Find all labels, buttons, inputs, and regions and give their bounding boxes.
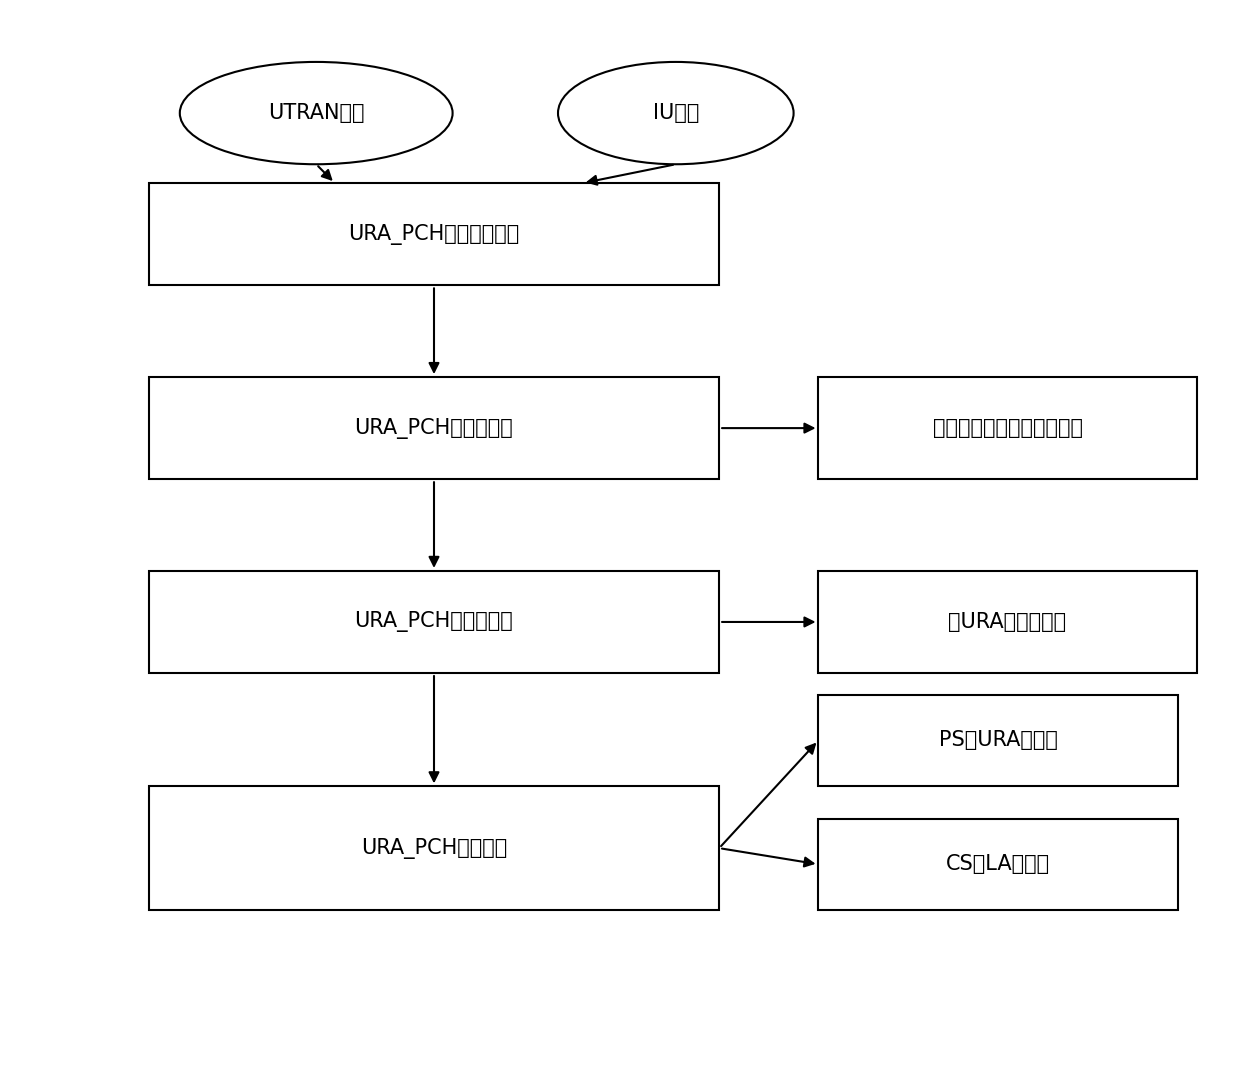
Text: URA_PCH第二级寻呼: URA_PCH第二级寻呼 [355, 612, 513, 632]
Text: URA_PCH分层寻呼判决: URA_PCH分层寻呼判决 [348, 224, 520, 244]
Text: PS在URA区重呼: PS在URA区重呼 [939, 730, 1058, 751]
Text: 在历史小区和邻区下发寻呼: 在历史小区和邻区下发寻呼 [932, 418, 1083, 438]
Text: 在URA区下发寻呼: 在URA区下发寻呼 [949, 612, 1066, 632]
Text: URA_PCH寻呼重发: URA_PCH寻呼重发 [361, 838, 507, 858]
Text: UTRAN寻呼: UTRAN寻呼 [268, 103, 365, 123]
Text: URA_PCH第一级寻呼: URA_PCH第一级寻呼 [355, 418, 513, 438]
Text: IU寻呼: IU寻呼 [652, 103, 699, 123]
Text: CS在LA区寻呼: CS在LA区寻呼 [946, 854, 1050, 875]
